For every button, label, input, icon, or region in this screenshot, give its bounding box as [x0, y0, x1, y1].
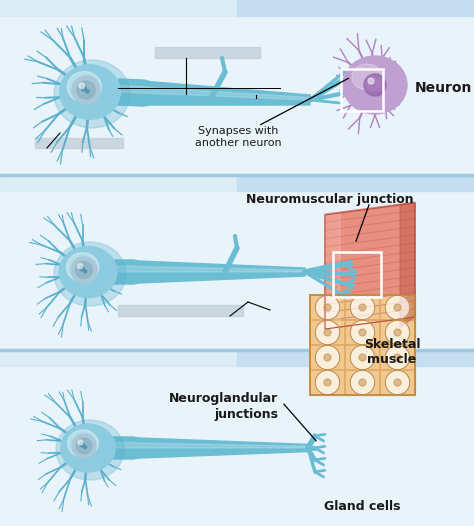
Polygon shape [114, 266, 305, 272]
Circle shape [72, 76, 100, 104]
Circle shape [75, 261, 92, 278]
Circle shape [359, 379, 366, 386]
Ellipse shape [54, 242, 126, 306]
Bar [333, 252, 381, 297]
Polygon shape [114, 260, 305, 284]
Bar [310, 295, 415, 395]
Polygon shape [113, 437, 310, 459]
Circle shape [315, 320, 340, 345]
Circle shape [394, 304, 401, 311]
Circle shape [359, 304, 366, 311]
Bar [35, 138, 123, 148]
Circle shape [350, 345, 375, 370]
Circle shape [80, 443, 84, 447]
Circle shape [84, 270, 87, 273]
Circle shape [359, 354, 366, 361]
Circle shape [71, 257, 97, 283]
Text: Synapses with
another neuron: Synapses with another neuron [195, 126, 281, 148]
Text: Neuroglandular
junctions: Neuroglandular junctions [169, 392, 278, 421]
Bar [0, 0, 237, 16]
Bar [0, 0, 474, 175]
Ellipse shape [352, 64, 382, 90]
Circle shape [324, 329, 331, 336]
Circle shape [394, 379, 401, 386]
Circle shape [76, 438, 92, 454]
Polygon shape [325, 214, 340, 329]
Bar [310, 295, 415, 395]
Polygon shape [118, 86, 310, 100]
Circle shape [315, 295, 340, 320]
Circle shape [368, 78, 382, 92]
Bar [155, 47, 260, 58]
Bar [113, 88, 191, 98]
Bar [0, 175, 474, 350]
Circle shape [385, 370, 410, 394]
Text: Neuromuscular junction: Neuromuscular junction [246, 193, 414, 206]
Polygon shape [118, 79, 310, 106]
Circle shape [79, 83, 84, 88]
Ellipse shape [343, 56, 407, 114]
Circle shape [315, 345, 340, 370]
Bar [341, 69, 383, 111]
Ellipse shape [68, 430, 98, 457]
Circle shape [77, 81, 95, 99]
Circle shape [385, 295, 410, 320]
Bar [237, 175, 474, 191]
Bar [0, 175, 237, 191]
Ellipse shape [67, 72, 101, 102]
Circle shape [80, 266, 84, 271]
Ellipse shape [66, 253, 99, 281]
Circle shape [350, 320, 375, 345]
Circle shape [78, 264, 82, 269]
Circle shape [315, 370, 340, 394]
Ellipse shape [56, 420, 124, 480]
Polygon shape [400, 203, 415, 327]
Circle shape [78, 440, 83, 445]
Text: Gland cells: Gland cells [324, 500, 400, 513]
Circle shape [385, 345, 410, 370]
Circle shape [359, 329, 366, 336]
Polygon shape [113, 442, 310, 448]
Circle shape [82, 86, 86, 91]
Bar [237, 0, 474, 16]
Circle shape [324, 379, 331, 386]
Circle shape [86, 90, 89, 93]
Circle shape [394, 354, 401, 361]
Circle shape [72, 434, 96, 458]
Ellipse shape [60, 65, 120, 119]
Bar [0, 350, 474, 526]
Bar [118, 305, 243, 316]
Circle shape [385, 320, 410, 345]
Ellipse shape [59, 246, 117, 298]
Bar [0, 350, 237, 366]
Circle shape [324, 304, 331, 311]
Polygon shape [325, 203, 415, 329]
Text: Skeletal
muscle: Skeletal muscle [364, 338, 420, 366]
Circle shape [350, 370, 375, 394]
Ellipse shape [54, 60, 130, 128]
Circle shape [324, 354, 331, 361]
Bar [237, 350, 474, 366]
Text: Neuron: Neuron [414, 81, 472, 95]
Circle shape [364, 74, 386, 96]
Circle shape [84, 446, 87, 449]
Circle shape [350, 295, 375, 320]
Circle shape [368, 78, 374, 84]
Circle shape [394, 329, 401, 336]
Ellipse shape [61, 424, 115, 472]
